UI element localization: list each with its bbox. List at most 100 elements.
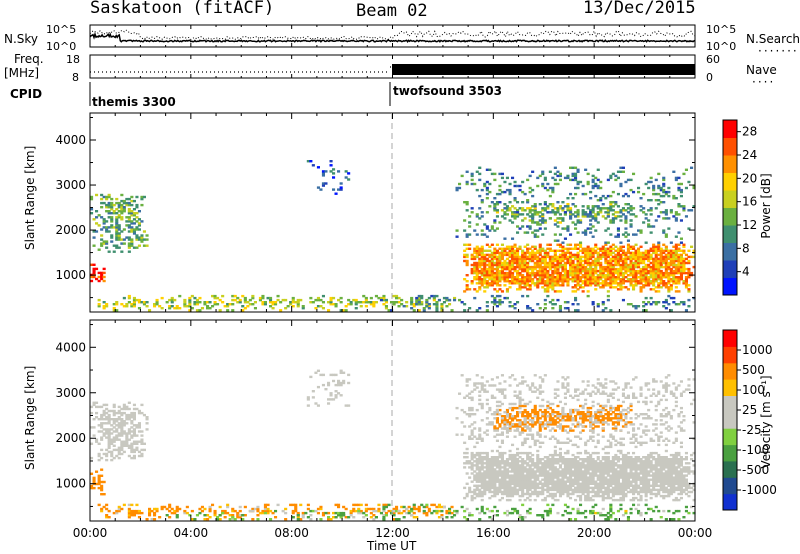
power-cell [652, 274, 656, 277]
power-cell [372, 301, 376, 304]
power-cell [528, 253, 532, 257]
power-cell [468, 215, 472, 218]
velocity-cell [616, 488, 620, 492]
power-cell [591, 267, 595, 271]
power-cell [574, 245, 578, 248]
velocity-cell [591, 458, 595, 461]
velocity-cell [548, 466, 552, 469]
velocity-cell [291, 509, 295, 513]
power-cell [654, 286, 658, 289]
power-cell [667, 294, 671, 298]
velocity-cell [574, 474, 578, 477]
velocity-cell [97, 503, 101, 507]
velocity-cell [561, 458, 565, 461]
power-cell [569, 243, 573, 246]
power-cell [168, 307, 172, 310]
velocity-cell [657, 476, 661, 479]
power-cell [586, 245, 590, 248]
velocity-cell [511, 492, 515, 496]
velocity-cell [571, 458, 575, 461]
power-cell [531, 249, 535, 252]
velocity-cell [657, 488, 661, 492]
power-cell [100, 244, 104, 247]
power-cell [435, 305, 439, 308]
power-cell [669, 255, 673, 259]
power-cell [652, 276, 656, 279]
power-cell [553, 276, 557, 279]
power-cell [657, 286, 661, 289]
power-cell [478, 166, 482, 169]
power-cell [309, 296, 313, 300]
power-cell [619, 245, 623, 248]
power-cell [478, 307, 482, 310]
power-cell [586, 294, 590, 298]
power-cell [536, 286, 540, 289]
power-cell [687, 255, 691, 259]
power-cell [652, 257, 656, 261]
velocity-cell [558, 472, 562, 475]
velocity-cell [140, 452, 144, 456]
velocity-cell [372, 507, 376, 511]
power-cell [521, 207, 525, 210]
velocity-cell [425, 511, 429, 515]
velocity-cell [337, 392, 341, 395]
power-cell [556, 280, 560, 283]
power-cell [533, 251, 537, 255]
power-cell [571, 271, 575, 275]
power-cell [624, 227, 628, 230]
velocity-cell [511, 464, 515, 467]
power-cell [485, 309, 489, 312]
power-cell [591, 280, 595, 283]
power-cell [606, 298, 610, 302]
velocity-cell [569, 462, 573, 465]
power-cell [679, 255, 683, 259]
power-cell [611, 267, 615, 271]
power-cell [609, 209, 613, 212]
velocity-cell [637, 456, 641, 459]
velocity-cell [536, 494, 540, 498]
power-cell [599, 257, 603, 261]
velocity-cell [621, 494, 625, 498]
velocity-cell [347, 516, 351, 519]
velocity-cell [135, 511, 139, 515]
power-cell [584, 233, 588, 236]
power-cell [609, 194, 613, 198]
power-cell [644, 276, 648, 279]
velocity-cell [493, 462, 497, 465]
power-cell [634, 215, 638, 218]
velocity-cell [574, 472, 578, 475]
power-cell [415, 301, 419, 304]
power-cell [521, 267, 525, 271]
power-cell [490, 294, 494, 298]
power-cell [105, 246, 109, 249]
power-cell [387, 309, 391, 312]
power-cell [659, 282, 663, 285]
velocity-cell [541, 474, 545, 477]
power-cell [609, 265, 613, 269]
power-cell [579, 249, 583, 252]
power-cell [558, 280, 562, 283]
power-cell [657, 247, 661, 250]
power-cell [553, 267, 557, 271]
power-cell [533, 253, 537, 257]
power-cell [644, 280, 648, 283]
power-cell [480, 233, 484, 236]
power-cell [626, 265, 630, 269]
power-cell [576, 215, 580, 218]
power-cell [674, 245, 678, 248]
power-cell [581, 231, 585, 234]
power-cell [483, 261, 487, 265]
power-cell [644, 249, 648, 252]
power-cell [541, 267, 545, 271]
velocity-cell [576, 482, 580, 485]
power-cell [120, 203, 124, 207]
velocity-cell [576, 484, 580, 487]
power-cell [135, 236, 139, 239]
velocity-cell [667, 492, 671, 496]
power-cell [523, 245, 527, 248]
velocity-cell [480, 486, 484, 490]
velocity-cell [629, 456, 633, 459]
power-cell [478, 265, 482, 269]
power-cell [500, 251, 504, 255]
velocity-cell [97, 482, 101, 486]
